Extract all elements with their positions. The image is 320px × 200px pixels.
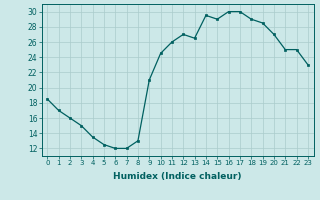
X-axis label: Humidex (Indice chaleur): Humidex (Indice chaleur) — [113, 172, 242, 181]
